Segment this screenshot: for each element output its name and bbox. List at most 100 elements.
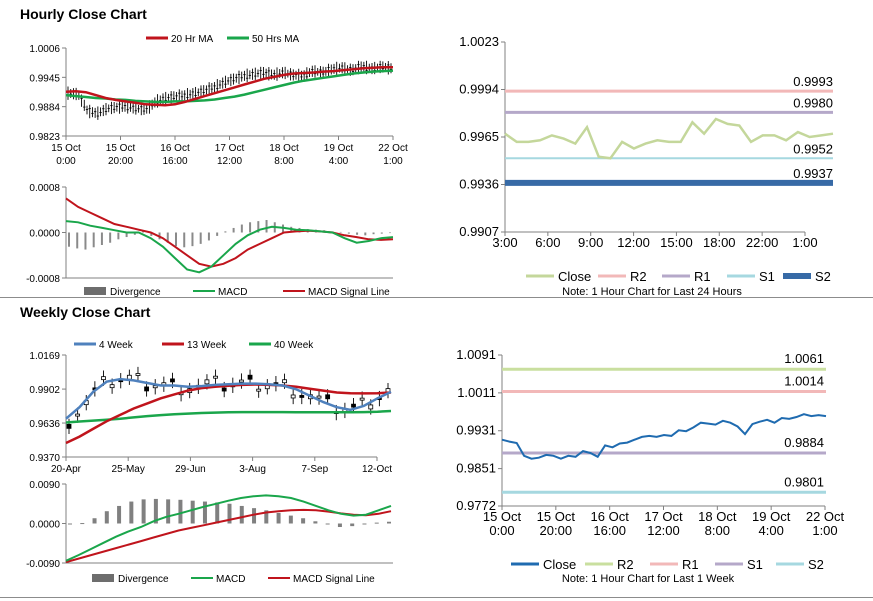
legend-4-week-label: 4 Week: [99, 340, 134, 351]
weekly-levels-x-tick-label: 16:00: [593, 523, 626, 538]
weekly-macd-y-tick-label: 0.0090: [29, 480, 60, 491]
hourly-price-x-tick-label: 1:00: [383, 156, 403, 167]
legend-40-week-label: 40 Week: [274, 340, 314, 351]
weekly-section-title: Weekly Close Chart: [20, 304, 151, 320]
weekly-candle-body: [359, 397, 365, 401]
weekly-levels-x-tick-label: 15 Oct: [483, 509, 522, 524]
weekly-level-s2-label: 0.9801: [784, 474, 824, 489]
weekly-price-y-tick-label: 0.9636: [29, 419, 60, 430]
weekly-divergence-bar: [313, 521, 318, 524]
hourly-price-x-tick-label: 15 Oct: [51, 143, 81, 154]
hourly-levels-x-tick-label: 12:00: [617, 235, 650, 250]
hourly-price-x-tick-label: 19 Oct: [324, 143, 354, 154]
hourly-macd-line: [65, 220, 394, 274]
legend-20hr-ma-label: 20 Hr MA: [171, 34, 214, 45]
weekly-candle-body: [144, 386, 149, 392]
hourly-50hr-ma-line: [65, 69, 394, 104]
weekly-divergence-bar: [239, 505, 244, 524]
weekly-price-x-tick-label: 25-May: [112, 464, 145, 475]
hourly-price-y-tick-label: 0.9884: [29, 103, 60, 114]
weekly-divergence-bar: [166, 499, 171, 524]
hourly-price-y-tick-label: 1.0006: [29, 44, 60, 55]
weekly-divergence-bar: [276, 512, 281, 524]
hourly-price-y-tick-label: 0.9823: [29, 132, 60, 143]
weekly-candle-body: [213, 375, 218, 379]
weekly-divergence-bar: [227, 503, 232, 524]
legend-weekly-divergence-swatch: [92, 574, 114, 582]
hourly-levels-x-tick-label: 18:00: [703, 235, 736, 250]
weekly-divergence-bar: [264, 510, 269, 524]
weekly-divergence-bar: [80, 523, 85, 525]
weekly-levels-y-tick-label: 0.9931: [456, 423, 496, 438]
hourly-price-x-tick-label: 16 Oct: [160, 143, 190, 154]
hourly-section-title: Hourly Close Chart: [20, 6, 147, 22]
legend-weekly-macd-label: MACD: [216, 574, 245, 585]
weekly-candle-body: [299, 395, 305, 398]
hourly-price-x-tick-label: 16:00: [162, 156, 187, 167]
weekly-divergence-bar: [374, 522, 379, 524]
hourly-levels-x-tick-label: 15:00: [660, 235, 693, 250]
hourly-price-x-tick-label: 20:00: [108, 156, 133, 167]
weekly-13-week-line: [65, 383, 392, 445]
hourly-price-x-tick-label: 17 Oct: [215, 143, 245, 154]
weekly-levels-y-tick-label: 1.0011: [457, 385, 496, 400]
weekly-price-y-tick-label: 1.0169: [29, 351, 60, 362]
legend-weekly-levels-s1-label: S1: [747, 557, 763, 572]
hourly-levels-x-tick-label: 6:00: [535, 235, 560, 250]
weekly-levels-x-tick-label: 18 Oct: [698, 509, 737, 524]
hourly-macd-signal-line: [65, 197, 394, 268]
bottom-divider: [0, 597, 873, 598]
hourly-macd-y-tick-label: 0.0008: [29, 183, 60, 194]
hourly-price-x-tick-label: 4:00: [329, 156, 349, 167]
hourly-levels-y-tick-label: 0.9907: [459, 224, 499, 239]
weekly-divergence-bar: [202, 501, 207, 524]
hourly-level-r2-label: 0.9993: [793, 74, 833, 89]
legend-50hr-ma-label: 50 Hrs MA: [252, 34, 300, 45]
weekly-price-x-tick-label: 20-Apr: [51, 464, 82, 475]
hourly-levels-x-tick-label: 22:00: [746, 235, 779, 250]
weekly-candle-body: [316, 395, 322, 399]
hourly-price-x-tick-label: 22 Oct: [378, 143, 408, 154]
weekly-levels-x-tick-label: 0:00: [489, 523, 514, 538]
weekly-levels-y-tick-label: 1.0091: [456, 347, 496, 362]
weekly-candle-body: [368, 404, 374, 410]
weekly-divergence-bar: [190, 500, 195, 524]
weekly-divergence-bar: [68, 523, 72, 525]
hourly-price-x-tick-label: 0:00: [56, 156, 76, 167]
weekly-candle-body: [256, 388, 262, 392]
weekly-level-r2-label: 1.0061: [784, 351, 824, 366]
weekly-candle-body: [135, 373, 141, 376]
weekly-macd-y-tick-label: 0.0000: [29, 520, 60, 531]
hourly-levels-x-tick-label: 1:00: [792, 235, 817, 250]
weekly-divergence-bar: [215, 502, 220, 524]
weekly-divergence-bar: [92, 518, 97, 524]
hourly-price-x-tick-label: 12:00: [217, 156, 242, 167]
weekly-level-s1-label: 0.9884: [784, 435, 824, 450]
weekly-macd-line: [65, 494, 392, 562]
legend-weekly-levels-r2-label: R2: [617, 557, 634, 572]
weekly-levels-y-tick-label: 0.9851: [456, 461, 496, 476]
weekly-divergence-bar: [153, 498, 158, 524]
weekly-candle-body: [101, 376, 106, 381]
weekly-candle-body: [325, 394, 331, 400]
legend-hourly-levels-s1-label: S1: [759, 269, 775, 284]
weekly-levels-x-tick-label: 4:00: [759, 523, 784, 538]
weekly-candle-body: [282, 379, 287, 384]
weekly-divergence-bar: [141, 499, 146, 524]
weekly-price-y-tick-label: 0.9370: [29, 453, 60, 464]
hourly-level-s1-label: 0.9952: [793, 141, 833, 156]
weekly-divergence-bar: [387, 521, 391, 524]
weekly-levels-x-tick-label: 8:00: [705, 523, 730, 538]
weekly-macd-y-tick-label: -0.0090: [26, 559, 60, 570]
legend-hourly-levels-close-label: Close: [558, 269, 591, 284]
weekly-candle-body: [152, 385, 158, 389]
weekly-divergence-bar: [350, 523, 355, 527]
weekly-levels-close-line: [501, 413, 827, 460]
legend-weekly-levels-r1-label: R1: [682, 557, 699, 572]
weekly-levels-x-tick-label: 12:00: [647, 523, 680, 538]
weekly-candle-body: [66, 423, 72, 429]
hourly-price-x-tick-label: 8:00: [274, 156, 294, 167]
weekly-candle-body: [351, 403, 356, 408]
legend-hourly-divergence-label: Divergence: [110, 287, 161, 298]
